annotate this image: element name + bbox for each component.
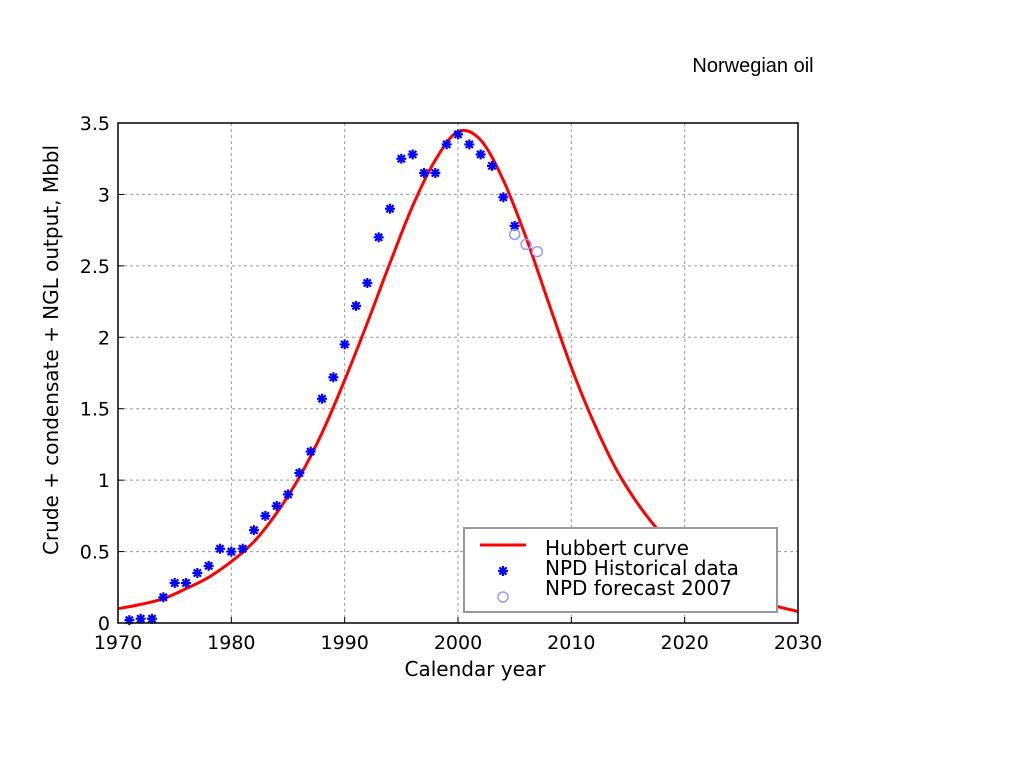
historical-data-point xyxy=(487,160,497,171)
chart-title: Norwegian oil xyxy=(692,55,813,77)
historical-data-point xyxy=(498,192,509,203)
historical-data-point xyxy=(430,168,441,178)
legend-box xyxy=(463,527,778,613)
x-tick-label: 2030 xyxy=(774,632,822,654)
historical-data-point xyxy=(283,489,293,500)
y-tick-label: 3.5 xyxy=(80,113,110,135)
x-tick-label: 2000 xyxy=(434,632,482,654)
historical-data-point xyxy=(475,149,486,160)
historical-data-point xyxy=(271,500,282,511)
historical-data-point xyxy=(237,543,248,554)
legend-label-hubbert: Hubbert curve xyxy=(545,536,689,560)
legend-label-forecast: NPD forecast 2007 xyxy=(545,576,732,600)
y-tick-label: 1 xyxy=(98,470,110,492)
historical-data-point xyxy=(328,372,339,383)
historical-data-point xyxy=(260,510,271,521)
legend: Hubbert curve NPD Historical data NPD fo… xyxy=(463,527,778,613)
historical-data-point xyxy=(385,203,395,214)
legend-historical-marker xyxy=(498,566,508,576)
historical-data-point xyxy=(203,560,214,571)
historical-data-point xyxy=(339,339,350,350)
x-tick-label: 1980 xyxy=(207,632,255,654)
historical-data-point xyxy=(158,592,169,603)
historical-data-point xyxy=(192,568,203,578)
historical-data-point xyxy=(419,168,429,178)
y-tick-label: 2 xyxy=(98,327,110,349)
historical-data-point xyxy=(453,129,463,140)
x-tick-label: 2020 xyxy=(660,632,708,654)
y-tick-label: 0 xyxy=(98,613,110,635)
legend-label-historical: NPD Historical data xyxy=(545,556,739,580)
historical-data-point xyxy=(226,546,237,557)
x-axis-ticks: 1970 1980 1990 2000 2010 2020 2030 xyxy=(94,617,822,654)
y-tick-label: 3 xyxy=(98,184,110,206)
y-axis-label: Crude + condensate + NGL output, Mbbl xyxy=(39,145,63,555)
historical-data-point xyxy=(407,149,418,160)
forecast-data-point xyxy=(508,228,521,241)
x-axis-label: Calendar year xyxy=(405,657,547,681)
x-tick-label: 1990 xyxy=(320,632,368,654)
forecast-data-point xyxy=(520,238,532,251)
historical-data-point xyxy=(169,578,180,588)
legend-swatch-forecast xyxy=(497,591,509,603)
historical-data-point xyxy=(215,543,225,554)
y-tick-label: 1.5 xyxy=(80,399,110,421)
y-axis-ticks: 0 0.5 1 1.5 2 2.5 3 3.5 xyxy=(80,113,124,635)
historical-data-point xyxy=(305,446,316,457)
historical-data-point xyxy=(294,468,305,478)
historical-data-point xyxy=(464,139,475,150)
historical-data-point xyxy=(317,393,327,404)
y-tick-label: 0.5 xyxy=(80,542,110,564)
plot-area xyxy=(117,122,799,626)
historical-data-point xyxy=(351,300,361,311)
historical-data-point xyxy=(135,613,146,624)
historical-data-point xyxy=(441,139,452,150)
historical-data-point xyxy=(249,525,259,536)
historical-data-point xyxy=(362,278,373,288)
historical-data-point xyxy=(147,613,157,624)
x-tick-label: 2010 xyxy=(547,632,595,654)
legend-swatch-historical xyxy=(498,566,508,576)
historical-data-point xyxy=(396,153,407,164)
historical-points-layer xyxy=(124,129,520,626)
historical-data-point xyxy=(181,578,191,588)
historical-data-point xyxy=(373,232,384,243)
forecast-points-layer xyxy=(508,228,544,258)
x-tick-label: 1970 xyxy=(94,632,142,654)
forecast-data-point xyxy=(531,245,544,258)
historical-data-point xyxy=(509,220,520,231)
y-tick-label: 2.5 xyxy=(80,256,110,278)
